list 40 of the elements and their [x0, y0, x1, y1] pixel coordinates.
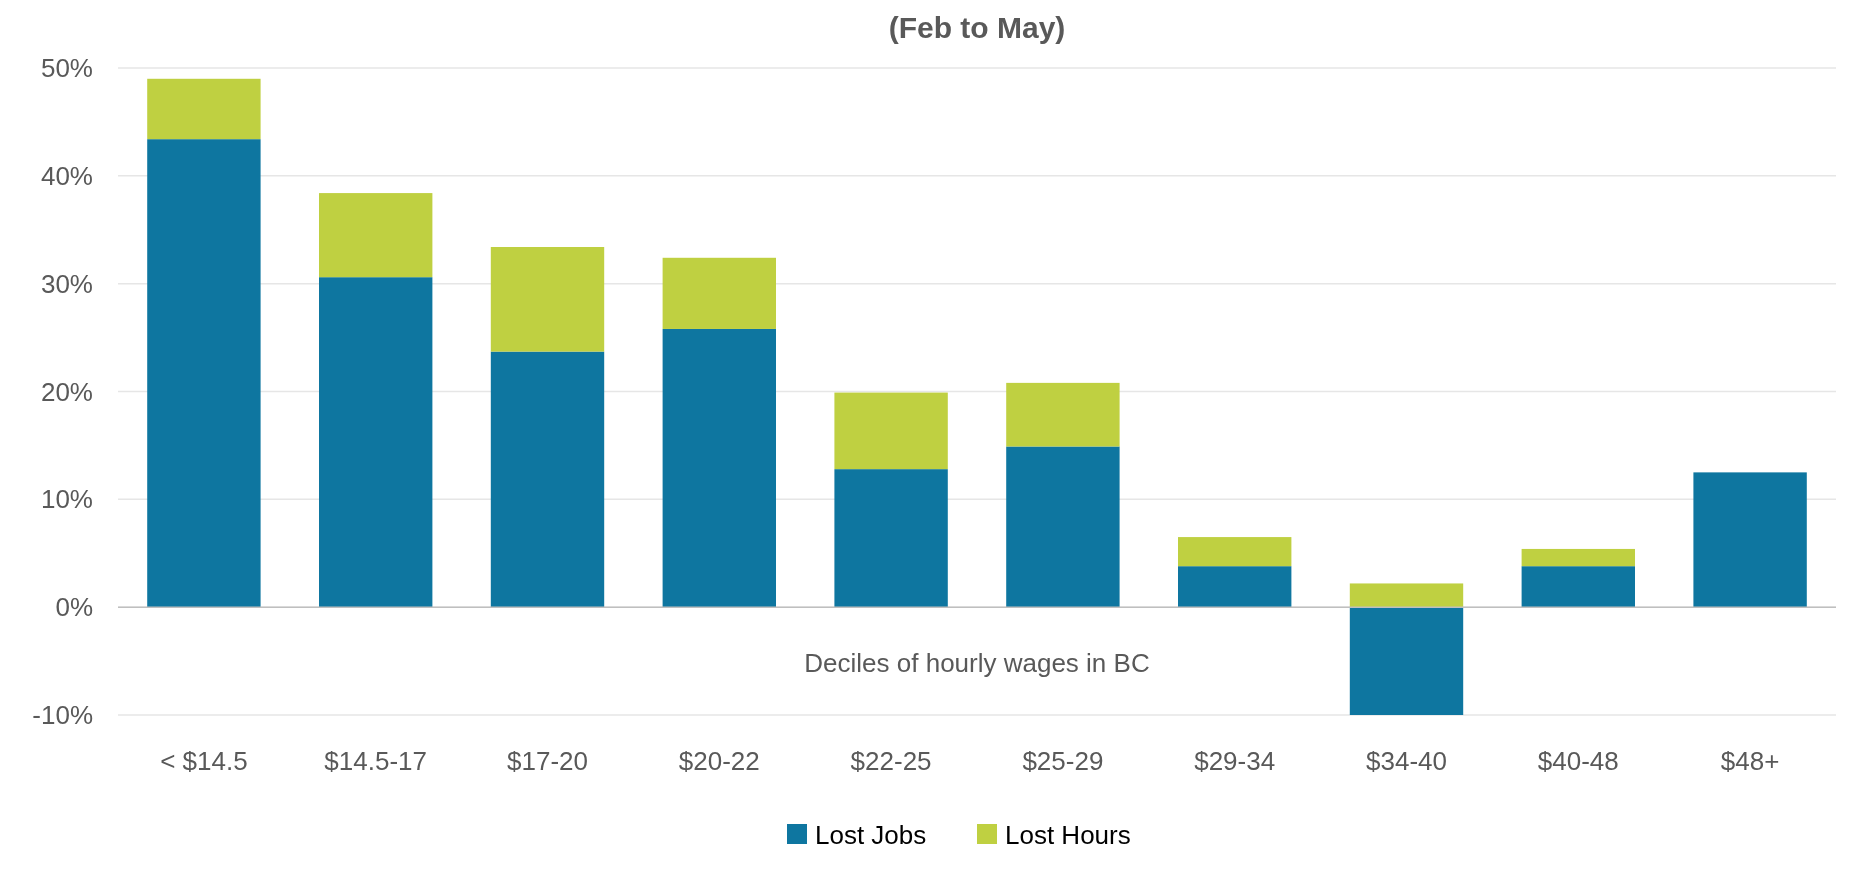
chart-title: (Feb to May) — [888, 11, 1066, 44]
bar — [319, 277, 433, 608]
x-tick-label: $34-40 — [1366, 746, 1447, 776]
bar — [490, 351, 605, 608]
x-axis-title: Deciles of hourly wages in BC — [804, 648, 1150, 679]
x-tick-label: $17-20 — [507, 746, 588, 776]
bar — [319, 193, 433, 278]
bar — [1006, 446, 1120, 608]
x-tick-label: $48+ — [1720, 746, 1780, 776]
y-tick-label: 10% — [40, 484, 93, 515]
bar — [147, 139, 261, 608]
x-tick-label: < $14.5 — [160, 746, 248, 776]
bar — [662, 257, 776, 329]
bar — [1178, 537, 1292, 567]
bar — [490, 247, 605, 352]
y-tick-label: 30% — [40, 268, 93, 299]
bar — [1521, 548, 1635, 567]
y-tick-label: 0% — [55, 592, 93, 623]
bar — [1178, 566, 1292, 608]
bar — [1006, 382, 1120, 447]
legend-label: Lost Hours — [1005, 820, 1131, 851]
x-tick-label: $29-34 — [1194, 746, 1276, 776]
bar — [1349, 583, 1464, 608]
y-tick-label: 50% — [40, 53, 93, 84]
bar — [1521, 566, 1635, 608]
bar — [662, 328, 776, 608]
x-tick-label: $20-22 — [678, 746, 760, 776]
bar — [1693, 472, 1807, 608]
bar — [147, 78, 261, 140]
bar — [1349, 607, 1464, 715]
legend-label: Lost Jobs — [815, 820, 927, 851]
x-tick-label: $40-48 — [1537, 746, 1619, 776]
y-tick-label: 40% — [40, 160, 93, 191]
x-tick-label: $22-25 — [850, 746, 932, 776]
x-tick-label: $25-29 — [1022, 746, 1104, 776]
y-tick-label: -10% — [32, 700, 93, 731]
bar — [834, 392, 948, 470]
y-tick-label: 20% — [40, 376, 93, 407]
x-tick-label: $14.5-17 — [324, 746, 428, 776]
bar — [834, 469, 948, 608]
